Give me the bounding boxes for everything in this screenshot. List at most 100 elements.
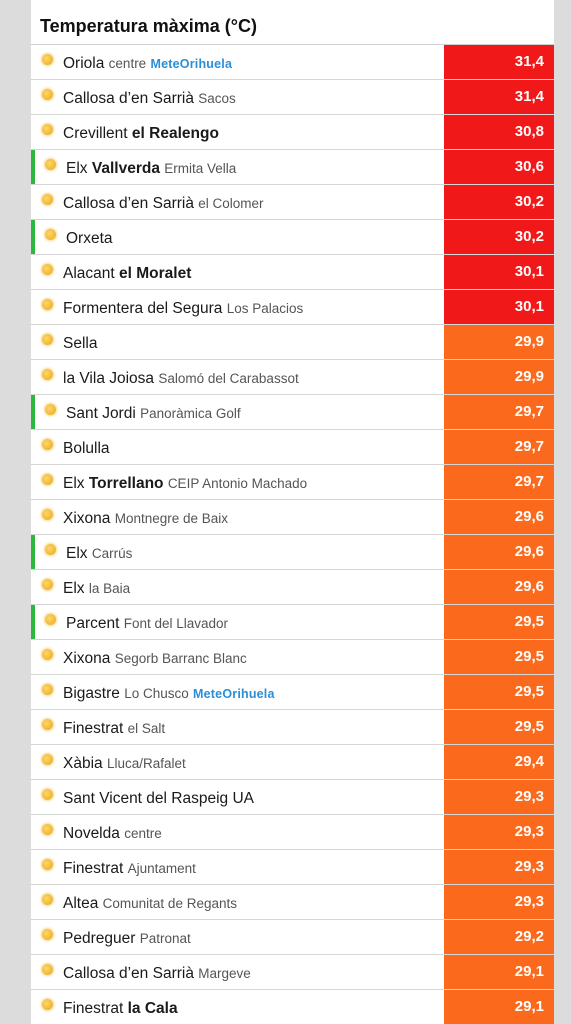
station-place: Finestrat — [63, 860, 124, 877]
table-row[interactable]: Parcent Font del Llavador 29,5 — [31, 605, 554, 640]
table-row[interactable]: Bolulla 29,7 — [31, 430, 554, 465]
temperature-value: 29,6 — [444, 500, 554, 534]
station-name[interactable]: Callosa d’en Sarrià el Colomer — [63, 185, 441, 219]
station-name[interactable]: Novelda centre — [63, 815, 441, 849]
temperature-value: 30,2 — [444, 220, 554, 254]
station-name[interactable]: Finestrat el Salt — [63, 710, 441, 744]
station-detail: la Cala — [127, 1000, 178, 1017]
temperature-value: 30,8 — [444, 115, 554, 149]
table-row[interactable]: Elx Carrús 29,6 — [31, 535, 554, 570]
station-place: Elx — [63, 580, 85, 597]
temperature-value: 29,5 — [444, 710, 554, 744]
table-row[interactable]: Callosa d’en Sarrià el Colomer 30,2 — [31, 185, 554, 220]
sun-icon — [42, 894, 53, 905]
station-name[interactable]: Alacant el Moralet — [63, 255, 441, 289]
station-detail: Patronat — [139, 931, 191, 946]
station-place: Callosa d’en Sarrià — [63, 965, 194, 982]
station-name[interactable]: Bolulla — [63, 430, 441, 464]
station-name[interactable]: Parcent Font del Llavador — [66, 605, 444, 639]
station-name[interactable]: Xixona Montnegre de Baix — [63, 500, 441, 534]
temperature-value: 29,9 — [444, 325, 554, 359]
station-name[interactable]: Xàbia Lluca/Rafalet — [63, 745, 441, 779]
logo-text-suffix: rihuela — [232, 687, 275, 701]
table-row[interactable]: Elx Vallverda Ermita Vella 30,6 — [31, 150, 554, 185]
table-row[interactable]: Finestrat Ajuntament 29,3 — [31, 850, 554, 885]
station-name[interactable]: Callosa d’en Sarrià Margeve — [63, 955, 441, 989]
station-place: la Vila Joiosa — [63, 370, 155, 387]
station-name[interactable]: Elx Carrús — [66, 535, 444, 569]
table-row[interactable]: Xàbia Lluca/Rafalet 29,4 — [31, 745, 554, 780]
station-name[interactable]: Elx la Baia — [63, 570, 441, 604]
table-row[interactable]: Pedreguer Patronat 29,2 — [31, 920, 554, 955]
table-row[interactable]: Sella 29,9 — [31, 325, 554, 360]
station-name[interactable]: Altea Comunitat de Regants — [63, 885, 441, 919]
station-place: Sant Jordi — [66, 405, 136, 422]
sun-icon — [42, 754, 53, 765]
station-place: Xixona — [63, 650, 111, 667]
station-name[interactable]: Callosa d’en Sarrià Sacos — [63, 80, 441, 114]
table-row[interactable]: Xixona Segorb Barranc Blanc 29,5 — [31, 640, 554, 675]
station-name[interactable]: Formentera del Segura Los Palacios — [63, 290, 441, 324]
sun-icon — [42, 369, 53, 380]
sun-icon — [45, 159, 56, 170]
station-name[interactable]: Orxeta — [66, 220, 444, 254]
station-place: Elx — [63, 475, 85, 492]
logo-text-suffix: rihuela — [189, 57, 233, 71]
table-row[interactable]: Callosa d’en Sarrià Margeve 29,1 — [31, 955, 554, 990]
live-station-marker — [31, 395, 35, 429]
table-row[interactable]: la Vila Joiosa Salomó del Carabassot 29,9 — [31, 360, 554, 395]
station-name[interactable]: Oriola centre MeteOrihuela — [63, 45, 441, 79]
table-row[interactable]: Finestrat la Cala 29,1 — [31, 990, 554, 1024]
station-name[interactable]: Sant Vicent del Raspeig UA — [63, 780, 441, 814]
table-row[interactable]: Sant Vicent del Raspeig UA 29,3 — [31, 780, 554, 815]
table-row[interactable]: Callosa d’en Sarrià Sacos 31,4 — [31, 80, 554, 115]
table-row[interactable]: Oriola centre MeteOrihuela 31,4 — [31, 45, 554, 80]
temperature-value: 29,5 — [444, 675, 554, 709]
sun-icon — [42, 54, 53, 65]
station-name[interactable]: Sella — [63, 325, 441, 359]
table-row[interactable]: Crevillent el Realengo 30,8 — [31, 115, 554, 150]
station-name[interactable]: Elx Torrellano CEIP Antonio Machado — [63, 465, 441, 499]
table-row[interactable]: Altea Comunitat de Regants 29,3 — [31, 885, 554, 920]
station-name[interactable]: Bigastre Lo Chusco MeteOrihuela — [63, 675, 441, 709]
table-row[interactable]: Xixona Montnegre de Baix 29,6 — [31, 500, 554, 535]
table-row[interactable]: Orxeta 30,2 — [31, 220, 554, 255]
station-place: Alacant — [63, 265, 115, 282]
station-name[interactable]: Finestrat Ajuntament — [63, 850, 441, 884]
station-detail: Lluca/Rafalet — [106, 756, 186, 771]
table-row[interactable]: Elx Torrellano CEIP Antonio Machado 29,7 — [31, 465, 554, 500]
station-detail: Comunitat de Regants — [102, 896, 237, 911]
station-name[interactable]: Pedreguer Patronat — [63, 920, 441, 954]
station-name[interactable]: Elx Vallverda Ermita Vella — [66, 150, 444, 184]
station-place: Altea — [63, 895, 99, 912]
temperature-value: 30,6 — [444, 150, 554, 184]
station-name[interactable]: la Vila Joiosa Salomó del Carabassot — [63, 360, 441, 394]
table-row[interactable]: Novelda centre 29,3 — [31, 815, 554, 850]
station-place: Bolulla — [63, 440, 110, 457]
temperature-value: 29,3 — [444, 850, 554, 884]
temperature-value: 29,3 — [444, 780, 554, 814]
table-row[interactable]: Sant Jordi Panoràmica Golf 29,7 — [31, 395, 554, 430]
sun-icon — [42, 194, 53, 205]
sun-icon — [42, 964, 53, 975]
station-name[interactable]: Finestrat la Cala — [63, 990, 441, 1024]
station-name[interactable]: Sant Jordi Panoràmica Golf — [66, 395, 444, 429]
station-name[interactable]: Crevillent el Realengo — [63, 115, 441, 149]
station-detail: Panoràmica Golf — [140, 406, 241, 421]
station-place: Finestrat — [63, 1000, 124, 1017]
table-row[interactable]: Bigastre Lo Chusco MeteOrihuela 29,5 — [31, 675, 554, 710]
sun-icon — [42, 684, 53, 695]
station-detail: Montnegre de Baix — [114, 511, 229, 526]
sun-icon — [42, 509, 53, 520]
table-row[interactable]: Formentera del Segura Los Palacios 30,1 — [31, 290, 554, 325]
sun-icon — [42, 649, 53, 660]
sun-icon — [42, 439, 53, 450]
table-row[interactable]: Elx la Baia 29,6 — [31, 570, 554, 605]
station-detail: Sacos — [198, 91, 236, 106]
meteorihuela-logo: MeteOrihuela — [151, 57, 233, 71]
temperature-value: 29,7 — [444, 395, 554, 429]
table-row[interactable]: Finestrat el Salt 29,5 — [31, 710, 554, 745]
station-name[interactable]: Xixona Segorb Barranc Blanc — [63, 640, 441, 674]
temperature-value: 30,2 — [444, 185, 554, 219]
table-row[interactable]: Alacant el Moralet 30,1 — [31, 255, 554, 290]
